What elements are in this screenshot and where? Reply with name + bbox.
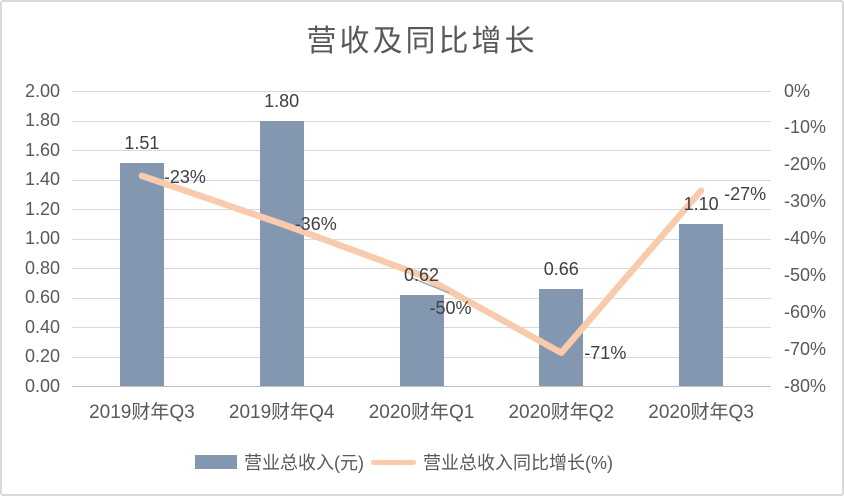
x-axis-category-label: 2019财年Q3 — [89, 402, 195, 423]
chart-title: 营收及同比增长 — [306, 25, 538, 58]
y-axis-left-tick-label: 0.00 — [24, 375, 60, 396]
growth-line — [138, 172, 705, 357]
line-data-label: -27% — [724, 183, 767, 204]
y-axis-left-tick-label: 1.60 — [24, 139, 60, 160]
legend-bar-series-label: 营业总收入(元) — [244, 453, 364, 473]
bar — [679, 223, 724, 386]
legend-bar-swatch — [195, 455, 237, 469]
x-axis-category-label: 2020财年Q1 — [368, 402, 475, 423]
legend-line-swatch — [371, 459, 416, 465]
y-axis-right-tick-label: -50% — [784, 264, 827, 285]
y-axis-right-tick-label: 0% — [784, 80, 811, 101]
bar — [119, 163, 164, 386]
y-axis-right-tick-label: -10% — [784, 117, 827, 138]
line-data-label: -36% — [294, 213, 337, 234]
y-axis-left-tick-label: 0.80 — [24, 257, 60, 278]
y-axis-left-tick-label: 1.00 — [24, 228, 60, 248]
y-axis-left-tick-label: 1.20 — [24, 198, 60, 219]
y-axis-right-tick-label: -20% — [784, 154, 827, 175]
bar — [399, 294, 444, 386]
y-axis-right-tick-label: -80% — [784, 375, 827, 396]
bar-data-label: 0.62 — [403, 264, 440, 285]
y-axis-left-tick-label: 0.20 — [24, 346, 60, 366]
x-axis-category-label: 2020财年Q3 — [648, 402, 754, 423]
gridline — [72, 268, 771, 269]
y-axis-left-tick-label: 2.00 — [24, 80, 60, 101]
y-axis-left-tick-label: 1.80 — [24, 110, 60, 130]
x-axis-category-label: 2019财年Q4 — [228, 402, 335, 423]
bar-data-label: 1.10 — [683, 193, 719, 214]
line-data-label: -23% — [163, 166, 206, 187]
gridline — [72, 120, 771, 122]
bar-data-label: 1.51 — [124, 133, 160, 154]
line-series-layer — [138, 172, 705, 357]
y-axis-right-tick-label: -30% — [784, 191, 827, 212]
gridline — [72, 238, 771, 240]
plot-area — [72, 91, 771, 387]
line-data-label: -50% — [429, 298, 472, 319]
bar — [259, 120, 304, 386]
gridline — [72, 386, 771, 387]
y-axis-right-tick-label: -70% — [784, 338, 827, 359]
bar-data-label: 0.66 — [543, 258, 579, 279]
gridline — [72, 91, 771, 92]
gridline — [72, 179, 771, 181]
gridline — [72, 209, 771, 210]
y-axis-right-tick-label: -60% — [784, 301, 827, 322]
y-axis-left-tick-label: 1.40 — [24, 169, 60, 189]
legend-line-series-label: 营业总收入同比增长(%) — [423, 453, 613, 473]
y-axis-left-tick-label: 0.60 — [24, 287, 60, 307]
legend: 营业总收入(元) 营业总收入同比增长(%) — [2, 450, 824, 474]
gridline — [72, 150, 771, 151]
label-leader-line — [411, 277, 450, 294]
y-axis-right-tick-label: -40% — [784, 228, 827, 248]
line-data-label: -71% — [584, 342, 627, 363]
bar-data-label: 1.80 — [264, 90, 300, 111]
y-axis-left-tick-label: 0.40 — [24, 316, 60, 337]
x-axis-category-label: 2020财年Q2 — [508, 402, 615, 423]
